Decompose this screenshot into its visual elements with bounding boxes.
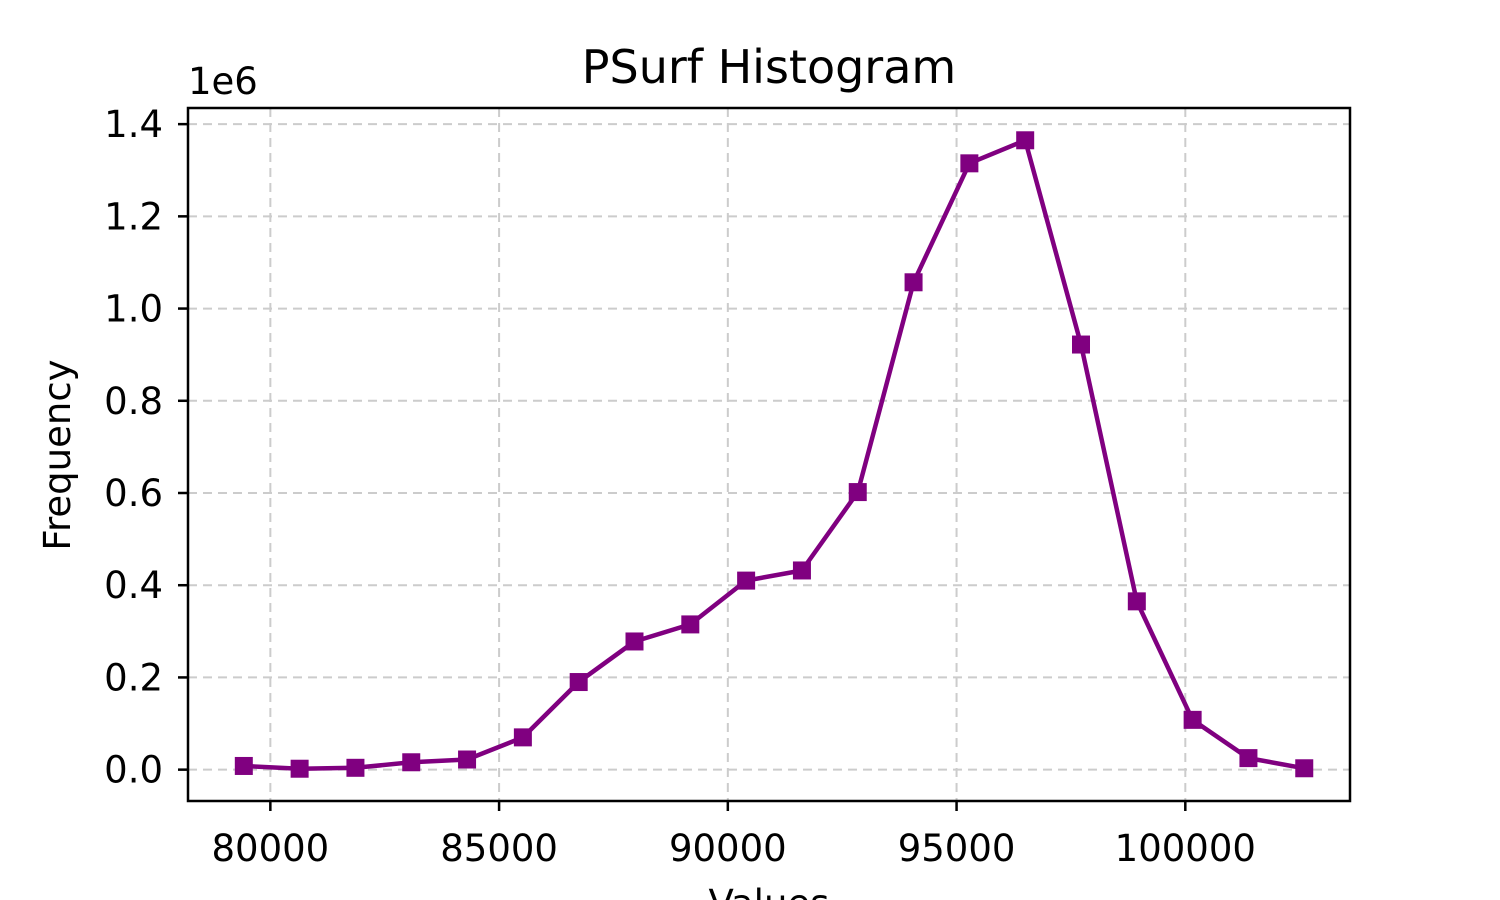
data-point-marker xyxy=(234,756,253,775)
data-point-marker xyxy=(1295,759,1314,778)
data-point-marker xyxy=(290,759,309,778)
data-point-marker xyxy=(346,758,365,777)
x-tick-label: 100000 xyxy=(1115,827,1256,870)
data-point-marker xyxy=(513,728,532,747)
plot-frame xyxy=(186,106,1352,803)
x-tick-label: 95000 xyxy=(898,827,1016,870)
data-point-marker xyxy=(960,154,979,173)
data-point-marker xyxy=(569,673,588,692)
data-point-marker xyxy=(1239,749,1258,768)
grid-layer xyxy=(188,108,1350,801)
data-point-marker xyxy=(848,483,867,502)
data-point-marker xyxy=(1072,335,1091,354)
data-point-marker xyxy=(737,571,756,590)
data-point-marker xyxy=(1183,710,1202,729)
y-tick-label: 0.4 xyxy=(104,564,163,607)
data-point-marker xyxy=(1127,592,1146,611)
data-point-marker xyxy=(904,273,923,292)
y-tick-label: 0.6 xyxy=(104,472,163,515)
y-tick-label: 1.2 xyxy=(104,195,163,238)
y-tick-label: 0.8 xyxy=(104,380,163,423)
chart-title: PSurf Histogram xyxy=(582,40,956,94)
y-tick-label: 1.0 xyxy=(104,288,163,331)
data-point-marker xyxy=(792,561,811,580)
data-point-marker xyxy=(625,632,644,651)
x-axis: 80000 85000 90000 95000 100000 xyxy=(211,801,1256,870)
y-tick-label: 1.4 xyxy=(104,103,163,146)
x-axis-label: Values xyxy=(709,882,830,900)
series-line xyxy=(243,138,1305,771)
data-point-marker xyxy=(458,750,477,769)
x-tick-label: 90000 xyxy=(669,827,787,870)
series-layer xyxy=(234,131,1314,778)
data-point-marker xyxy=(402,753,421,772)
y-axis-label: Frequency xyxy=(36,359,79,550)
x-tick-label: 85000 xyxy=(440,827,558,870)
y-tick-label: 0.0 xyxy=(104,749,163,792)
x-tick-label: 80000 xyxy=(211,827,329,870)
y-tick-label: 0.2 xyxy=(104,656,163,699)
data-point-marker xyxy=(1016,131,1035,150)
data-point-marker xyxy=(681,615,700,634)
y-offset-label: 1e6 xyxy=(188,60,258,103)
y-axis: 0.0 0.2 0.4 0.6 0.8 1.0 1.2 1.4 xyxy=(104,103,188,792)
